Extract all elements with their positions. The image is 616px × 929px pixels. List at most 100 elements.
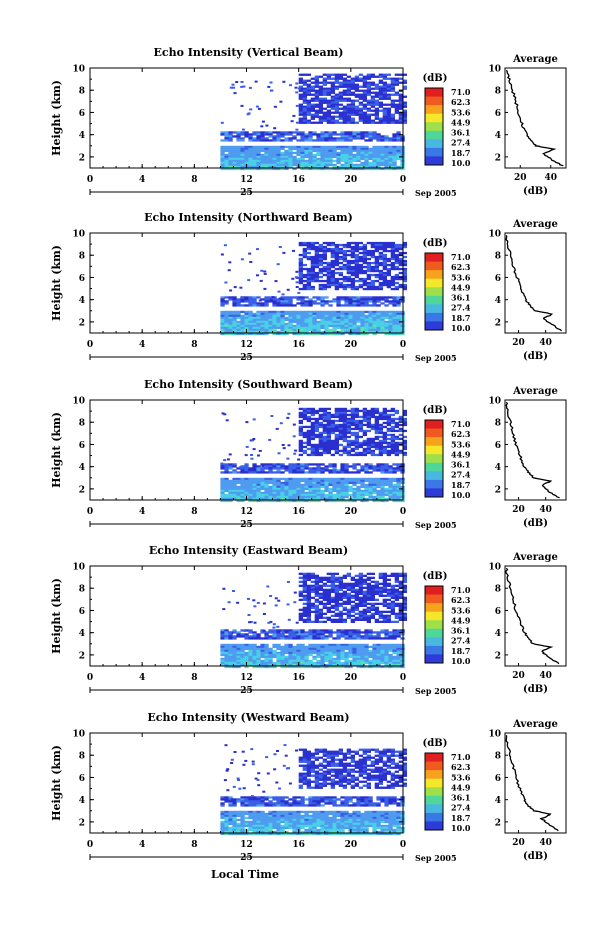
echo-cell [392, 296, 397, 299]
echo-cell [398, 423, 403, 427]
echo-cell [354, 437, 359, 441]
echo-cell [316, 483, 321, 487]
echo-cell [348, 485, 353, 489]
echo-cell [288, 479, 293, 483]
echo-cell [330, 107, 335, 110]
echo-cell [332, 497, 337, 501]
echo-cell [284, 657, 289, 661]
echo-cell [358, 79, 363, 82]
echo-cell [372, 649, 377, 653]
echo-cell [364, 465, 369, 468]
echo-cell [330, 447, 335, 451]
colorbar-tick-label: 36.1 [451, 293, 470, 303]
echo-cell [352, 479, 357, 483]
echo-cell [304, 663, 309, 667]
echo-cell [272, 157, 277, 161]
echo-cell [326, 449, 331, 453]
echo-cell [376, 167, 381, 171]
echo-cell [344, 659, 349, 663]
echo-cell [382, 584, 387, 587]
echo-cell [398, 97, 403, 100]
echo-cell [220, 300, 225, 303]
echo-cell [402, 263, 407, 267]
echo-cell [308, 153, 313, 157]
echo-cell [384, 316, 389, 320]
echo-cell [336, 629, 341, 632]
echo-cell [272, 663, 277, 667]
echo-cell [276, 135, 281, 138]
echo-cell [280, 320, 285, 324]
echo-cell [281, 293, 285, 296]
echo-cell [276, 151, 281, 155]
echo-cell [338, 425, 343, 429]
echo-cell [366, 449, 371, 453]
echo-cell [380, 149, 385, 153]
echo-cell [390, 409, 395, 413]
echo-cell [376, 157, 381, 161]
echo-cell [330, 576, 335, 579]
echo-cell [272, 163, 277, 167]
echo-cell [308, 499, 313, 503]
echo-cell [344, 304, 349, 307]
echo-cell [296, 139, 301, 142]
echo-cell [372, 302, 377, 305]
echo-cell [396, 167, 401, 171]
echo-cell [352, 645, 357, 649]
echo-cell [252, 330, 257, 334]
echo-cell [338, 411, 343, 415]
echo-cell [322, 265, 327, 269]
echo-cell [336, 485, 341, 489]
echo-cell [332, 637, 337, 640]
echo-cell [338, 121, 343, 124]
echo-cell [382, 263, 387, 267]
echo-cell [378, 119, 383, 122]
echo-cell [300, 159, 305, 163]
echo-cell [342, 449, 347, 453]
echo-cell [330, 281, 335, 285]
echo-cell [354, 413, 359, 417]
echo-cell [340, 298, 345, 301]
echo-cell [378, 413, 383, 417]
echo-cell [324, 167, 329, 171]
echo-cell [244, 320, 249, 324]
echo-cell [320, 135, 325, 138]
x-tick-label: 20 [345, 175, 358, 185]
echo-cell [326, 433, 331, 437]
echo-cell [224, 657, 229, 661]
echo-cell [340, 633, 345, 636]
echo-cell [340, 463, 345, 466]
echo-cell [244, 135, 249, 138]
echo-cell [312, 155, 317, 159]
echo-cell [244, 147, 249, 151]
echo-cell [252, 418, 256, 421]
average-x-tick-label: 20 [512, 505, 525, 515]
echo-cell [342, 113, 347, 116]
echo-cell [394, 77, 399, 80]
echo-cell [318, 243, 323, 247]
echo-cell [318, 91, 323, 94]
echo-cell [354, 89, 359, 92]
echo-cell [220, 163, 225, 167]
echo-cell [388, 330, 393, 334]
echo-cell [288, 322, 293, 326]
echo-cell [300, 657, 305, 661]
echo-cell [232, 159, 237, 163]
echo-cell [368, 133, 373, 136]
echo-cell [318, 588, 323, 591]
echo-cell [392, 153, 397, 157]
echo-cell [260, 332, 265, 336]
echo-cell [292, 465, 297, 468]
echo-cell [402, 283, 407, 287]
echo-cell [228, 655, 233, 659]
echo-cell [374, 445, 379, 449]
echo-cell [282, 251, 286, 254]
echo-cell [312, 324, 317, 328]
echo-cell [312, 326, 317, 330]
echo-cell [336, 477, 341, 481]
echo-cell [350, 117, 355, 120]
echo-cell [308, 491, 313, 495]
echo-cell [318, 249, 323, 253]
echo-cell [330, 99, 335, 102]
echo-cell [312, 310, 317, 314]
echo-cell [220, 485, 225, 489]
